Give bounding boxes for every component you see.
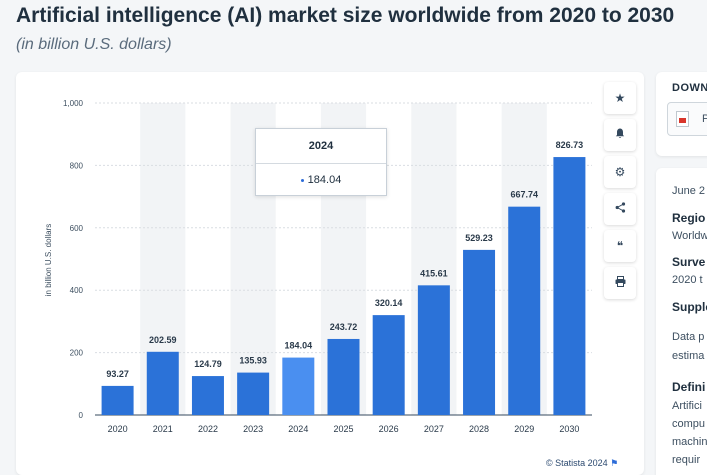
y-tick-label: 600 (70, 224, 84, 233)
y-tick-label: 800 (70, 161, 84, 170)
value-label: 415.61 (420, 268, 448, 278)
release-date: June 2 (672, 185, 706, 197)
x-tick-label: 2021 (153, 424, 173, 434)
value-label: 135.93 (239, 356, 267, 366)
settings-button[interactable]: ⚙ (604, 156, 636, 188)
x-tick-label: 2028 (469, 424, 489, 434)
quote-icon: ❝ (616, 239, 624, 253)
x-tick-label: 2026 (379, 424, 399, 434)
bar (146, 351, 179, 415)
share-icon (615, 202, 626, 216)
bar (553, 157, 586, 415)
pdf-icon (676, 111, 689, 127)
cite-button[interactable]: ❝ (604, 230, 636, 262)
tooltip-value: 184.04 (307, 174, 342, 186)
info-panel: June 2 Regio Worldw Surve 2020 t Supple … (656, 168, 707, 475)
download-panel: DOWN P (656, 72, 707, 156)
source-text: © Statista 2024 (546, 458, 608, 468)
data-note-line-1: Data p (672, 331, 705, 343)
x-tick-label: 2029 (514, 424, 534, 434)
star-icon: ★ (614, 91, 626, 105)
x-tick-label: 2030 (559, 424, 579, 434)
tooltip-marker (300, 178, 304, 182)
definition-line-2: compu (672, 418, 706, 430)
data-note-line-2: estima (672, 350, 705, 362)
share-button[interactable] (604, 193, 636, 225)
bar (417, 285, 450, 415)
bell-icon (615, 128, 625, 142)
bar (372, 315, 405, 415)
x-tick-label: 2023 (243, 424, 263, 434)
survey-label: Surve (672, 255, 706, 269)
definition-label: Defini (672, 380, 706, 394)
value-label: 529.23 (465, 233, 493, 243)
bar (237, 372, 270, 415)
print-button[interactable] (604, 267, 636, 299)
value-label: 184.04 (285, 341, 313, 351)
x-tick-label: 2024 (288, 424, 308, 434)
tooltip-value-row: 184.04 (256, 164, 386, 196)
y-axis-label: in billion U.S. dollars (44, 224, 53, 296)
value-label: 202.59 (149, 335, 177, 345)
bar (101, 385, 134, 415)
x-tick-label: 2027 (424, 424, 444, 434)
pdf-button-label: P (702, 113, 707, 125)
notify-button[interactable] (604, 119, 636, 151)
x-tick-label: 2025 (333, 424, 353, 434)
survey-value: 2020 t (672, 274, 703, 286)
supplementary-label: Supple (672, 300, 707, 314)
definition-line-4: requir (672, 454, 701, 466)
bar (463, 249, 496, 415)
print-icon (615, 276, 626, 290)
x-tick-label: 2020 (108, 424, 128, 434)
value-label: 124.79 (194, 359, 222, 369)
tooltip-category: 2024 (256, 129, 386, 164)
definition-line-1: Artifici (672, 400, 702, 412)
value-label: 826.73 (556, 140, 584, 150)
gear-icon: ⚙ (614, 165, 626, 179)
source-credit[interactable]: © Statista 2024 ⚑ (546, 458, 618, 469)
chart-tooltip: 2024 184.04 (255, 128, 387, 196)
y-tick-label: 400 (70, 286, 84, 295)
y-tick-label: 1,000 (63, 99, 84, 108)
region-value: Worldw (672, 230, 707, 242)
pdf-download-button[interactable]: P (667, 102, 707, 136)
value-label: 243.72 (330, 322, 358, 332)
favorite-button[interactable]: ★ (604, 82, 636, 114)
y-tick-label: 200 (70, 349, 84, 358)
bar (282, 357, 315, 415)
value-label: 667.74 (510, 190, 538, 200)
bar (327, 338, 360, 415)
page-title: Artificial intelligence (AI) market size… (16, 4, 675, 27)
value-label: 93.27 (106, 369, 129, 379)
bar (508, 206, 541, 415)
chart-toolbar: ★ ⚙ ❝ (604, 82, 636, 304)
download-heading: DOWN (672, 82, 707, 94)
region-label: Regio (672, 211, 706, 225)
definition-line-3: machin (672, 436, 707, 448)
page-subtitle: (in billion U.S. dollars) (16, 36, 172, 53)
x-tick-label: 2022 (198, 424, 218, 434)
value-label: 320.14 (375, 298, 403, 308)
y-tick-label: 0 (79, 411, 84, 420)
bar (191, 376, 224, 415)
flag-icon: ⚑ (610, 458, 619, 468)
